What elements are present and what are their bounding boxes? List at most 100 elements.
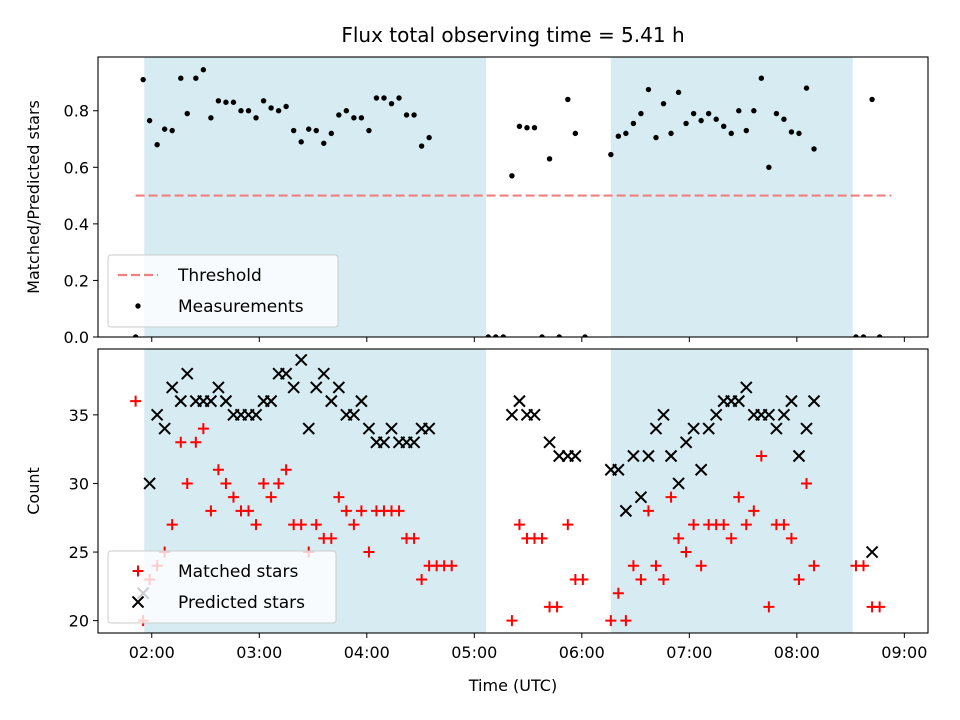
data-point xyxy=(680,546,692,558)
y-tick-label: 30 xyxy=(69,474,89,493)
data-point xyxy=(215,98,222,104)
data-point xyxy=(740,519,752,531)
data-point xyxy=(565,96,571,103)
data-point xyxy=(446,560,458,572)
data-point xyxy=(298,139,304,145)
data-point xyxy=(857,560,869,572)
x-tick-label: 03:00 xyxy=(236,643,282,662)
data-point xyxy=(268,105,274,111)
data-point xyxy=(140,76,146,83)
data-point xyxy=(528,408,541,422)
data-point xyxy=(310,519,322,531)
data-point xyxy=(638,110,644,117)
data-point xyxy=(336,112,342,118)
data-point xyxy=(355,505,367,517)
legend-label: Threshold xyxy=(177,266,262,286)
data-point xyxy=(513,519,525,531)
y-tick-label: 20 xyxy=(69,612,89,631)
data-point xyxy=(208,115,214,121)
data-point xyxy=(396,95,402,101)
data-point xyxy=(283,103,289,110)
data-point xyxy=(623,130,629,137)
data-point xyxy=(702,422,715,435)
data-point xyxy=(260,98,267,104)
data-point xyxy=(264,394,278,408)
x-tick-label: 05:00 xyxy=(451,643,497,662)
x-tick-label: 09:00 xyxy=(881,643,927,662)
data-point xyxy=(683,120,689,127)
data-point xyxy=(250,519,262,531)
data-point xyxy=(230,99,237,105)
data-point xyxy=(205,505,217,517)
data-point xyxy=(675,89,682,96)
data-point xyxy=(279,367,293,380)
data-point xyxy=(612,463,625,476)
data-point xyxy=(150,408,164,422)
y-tick-label: 0.2 xyxy=(64,271,89,290)
data-point xyxy=(543,436,556,449)
data-point xyxy=(605,615,617,627)
axes-frame xyxy=(97,348,929,634)
data-point xyxy=(642,505,654,517)
data-point xyxy=(373,95,380,101)
data-point xyxy=(705,110,712,117)
legend-box xyxy=(107,550,337,624)
data-point xyxy=(219,394,233,408)
legend-swatch xyxy=(131,595,145,609)
data-point xyxy=(679,436,693,449)
data-point xyxy=(650,560,662,572)
axes-frame xyxy=(97,56,929,338)
data-point xyxy=(627,560,639,572)
data-point xyxy=(773,110,780,117)
data-point xyxy=(869,96,875,103)
data-point xyxy=(306,126,312,132)
data-point xyxy=(227,491,239,503)
data-point xyxy=(539,334,545,337)
y-tick-label: 0.4 xyxy=(64,215,89,234)
data-point xyxy=(725,532,737,544)
data-point xyxy=(801,477,813,489)
data-point xyxy=(781,116,787,122)
legend-box xyxy=(107,254,339,328)
data-point xyxy=(645,86,652,93)
data-point xyxy=(634,490,648,504)
data-point xyxy=(660,100,667,107)
x-axis-label: Time (UTC) xyxy=(468,676,557,695)
data-point xyxy=(635,573,647,585)
data-point xyxy=(743,127,750,134)
data-point xyxy=(695,560,707,572)
legend-label: Matched stars xyxy=(178,562,298,582)
data-point xyxy=(506,615,518,627)
data-point xyxy=(687,422,700,435)
data-point xyxy=(200,67,207,73)
data-point xyxy=(627,449,640,463)
shaded-interval xyxy=(610,57,853,337)
data-point xyxy=(853,334,859,337)
data-point xyxy=(193,75,199,81)
data-point xyxy=(385,422,398,435)
data-point xyxy=(130,395,142,407)
data-point xyxy=(718,519,730,531)
data-point xyxy=(197,423,209,435)
data-point xyxy=(800,422,813,435)
data-point xyxy=(204,394,218,408)
data-point xyxy=(493,334,499,337)
data-point xyxy=(690,110,697,117)
data-point xyxy=(273,477,285,489)
data-point xyxy=(348,519,360,531)
data-point xyxy=(569,449,582,463)
data-point xyxy=(777,408,791,422)
data-point xyxy=(792,449,806,463)
legend: Matched stars Predicted stars xyxy=(107,550,337,624)
data-point xyxy=(751,108,757,114)
data-point xyxy=(302,422,315,435)
data-point xyxy=(290,127,297,134)
data-point xyxy=(665,491,677,503)
legend-swatch xyxy=(135,303,141,309)
data-point xyxy=(358,115,365,121)
data-point xyxy=(363,546,375,558)
data-point xyxy=(505,408,519,422)
data-point xyxy=(294,353,308,367)
data-point xyxy=(422,422,436,435)
x-tick-label: 02:00 xyxy=(129,643,175,662)
